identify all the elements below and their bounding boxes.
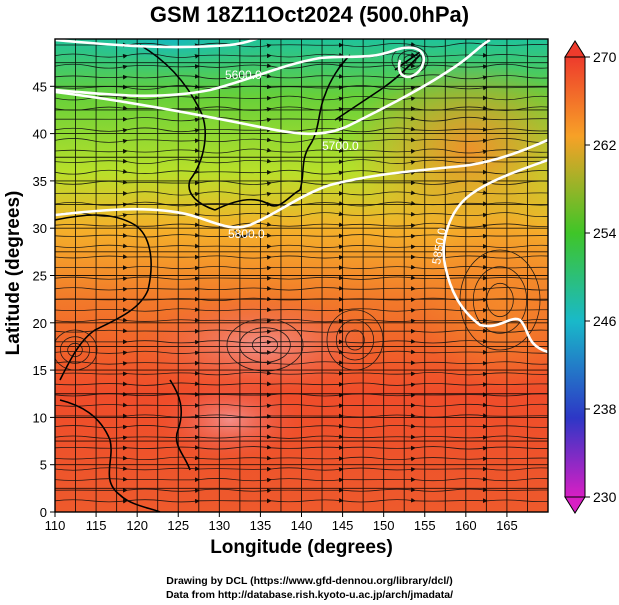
credit-data: Data from http://database.rish.kyoto-u.a… <box>165 589 454 601</box>
x-tick-label: 150 <box>373 518 395 533</box>
y-tick-label: 0 <box>40 505 47 520</box>
y-tick-label: 10 <box>33 410 47 425</box>
colorbar-tick-label: 246 <box>593 313 617 329</box>
y-tick-label: 5 <box>40 458 47 473</box>
contour-labels: 5600.0 5700.0 5800.0 5850.0 <box>225 68 449 266</box>
colorbar-tick-label: 262 <box>593 137 617 153</box>
x-tick-label: 120 <box>126 518 148 533</box>
y-tick-label: 20 <box>33 316 47 331</box>
colorbar-tick-label: 238 <box>593 401 617 417</box>
x-tick-label: 145 <box>332 518 354 533</box>
colorbar-bottom-arrow <box>564 496 586 514</box>
wind-streamlines <box>55 41 548 504</box>
y-tick-label: 45 <box>33 79 47 94</box>
y-tick-label: 25 <box>33 269 47 284</box>
contour-label-5850: 5850.0 <box>429 227 449 266</box>
colorbar-tick-label: 270 <box>593 49 617 65</box>
credit-drawing: Drawing by DCL (https://www.gfd-dennou.o… <box>166 575 453 587</box>
grid-lines <box>55 39 548 512</box>
contour-label-5800: 5800.0 <box>228 227 265 241</box>
contour-label-5700: 5700.0 <box>322 139 359 153</box>
y-axis-label: Latitude (degrees) <box>3 190 24 356</box>
x-tick-label: 135 <box>250 518 272 533</box>
x-tick-label: 115 <box>86 518 107 533</box>
x-tick-label: 160 <box>455 518 477 533</box>
x-tick-label: 155 <box>414 518 436 533</box>
contour-label-5600: 5600.0 <box>225 68 262 82</box>
y-axis-ticks: 0 5 10 15 20 25 30 35 40 45 <box>33 79 55 520</box>
x-axis-label: Longitude (degrees) <box>210 537 393 558</box>
colorbar-tick-label: 230 <box>593 489 617 505</box>
colorbar-top-arrow <box>564 40 586 58</box>
coastlines <box>55 44 421 512</box>
figure-title: GSM 18Z11Oct2024 (500.0hPa) <box>149 2 470 27</box>
y-tick-label: 30 <box>33 221 47 236</box>
y-tick-label: 15 <box>33 363 47 378</box>
y-tick-label: 40 <box>33 127 47 142</box>
x-tick-label: 110 <box>45 518 66 533</box>
colorbar-tick-label: 254 <box>593 225 617 241</box>
y-tick-label: 35 <box>33 174 47 189</box>
x-tick-label: 165 <box>496 518 518 533</box>
x-axis-ticks: 110 115 120 125 130 135 140 145 150 155 160 165 <box>45 512 518 533</box>
colorbar-bar <box>564 56 586 498</box>
x-tick-label: 125 <box>167 518 189 533</box>
x-tick-label: 140 <box>291 518 313 533</box>
colorbar: 270 262 254 246 238 230 <box>564 40 617 514</box>
geopotential-contours <box>55 39 548 354</box>
colorbar-ticks: 270 262 254 246 238 230 <box>585 49 617 505</box>
x-tick-label: 130 <box>208 518 230 533</box>
